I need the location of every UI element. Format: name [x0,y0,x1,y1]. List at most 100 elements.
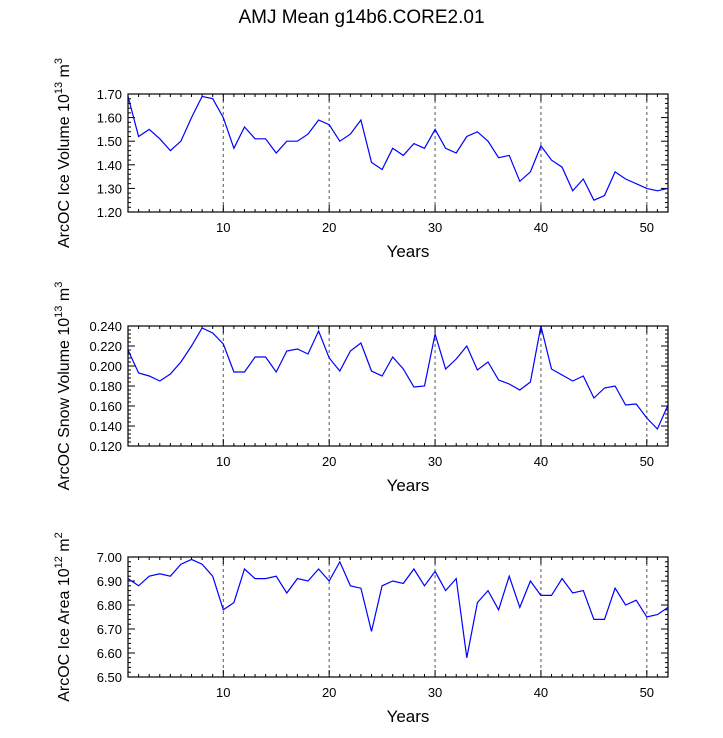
data-point [497,379,500,382]
y-tick-label: 0.240 [89,319,122,334]
data-point [635,599,638,602]
data-point [603,194,606,197]
data-point [296,348,299,351]
data-point [582,375,585,378]
data-point [381,375,384,378]
data-point [582,589,585,592]
x-axis-label: Years [387,476,430,495]
data-point [254,137,257,140]
y-tick-label: 7.00 [97,550,122,565]
y-axis-label-main: ArcOC Ice Area 10 [56,568,73,701]
y-tick-label: 6.60 [97,646,122,661]
data-point [434,333,437,336]
x-tick-label: 40 [534,454,548,469]
data-point [338,370,341,373]
data-point [338,560,341,563]
data-point [455,358,458,361]
data-point [508,383,511,386]
data-point [275,152,278,155]
data-point [137,584,140,587]
y-axis-label-main: ArcOC Snow Volume 10 [56,318,73,491]
data-point [222,343,225,346]
data-point [444,368,447,371]
data-point [412,568,415,571]
data-point [550,594,553,597]
y-tick-label: 6.90 [97,574,122,589]
data-point [338,140,341,143]
data-point [444,589,447,592]
data-point [423,584,426,587]
x-tick-label: 30 [428,220,442,235]
data-point [148,575,151,578]
data-point [211,332,214,335]
data-point [412,142,415,145]
x-tick-label: 50 [640,454,654,469]
data-point [285,592,288,595]
data-point [370,161,373,164]
data-point [645,616,648,619]
data-point [381,168,384,171]
data-point [264,577,267,580]
x-tick-label: 10 [216,685,230,700]
data-point [243,126,246,129]
data-point [349,350,352,353]
data-point [561,166,564,169]
data-point [359,342,362,345]
data-point [370,630,373,633]
x-tick-label: 20 [322,685,336,700]
data-point [423,385,426,388]
data-point [465,656,468,659]
data-point [190,558,193,561]
data-point [614,170,617,173]
data-point [148,375,151,378]
data-point [317,330,320,333]
data-point [412,386,415,389]
chart-panel-3: 10 20 30 40 50 6.50 6.60 6.70 6.80 6.90 7.00 Years A… [53,532,669,726]
data-point [550,159,553,162]
data-point [476,601,479,604]
data-point [645,187,648,190]
data-point [391,356,394,359]
data-point [222,116,225,119]
data-point [349,133,352,136]
data-point [518,606,521,609]
y-axis-label-exponent: 12 [53,556,65,568]
data-point [285,140,288,143]
data-point [497,156,500,159]
data-point [571,189,574,192]
data-point [179,563,182,566]
y-tick-label: 1.60 [97,111,122,126]
data-point [518,389,521,392]
y-axis-label-unit-exponent: 3 [53,282,65,288]
x-tick-label: 10 [216,220,230,235]
data-point [603,387,606,390]
data-point [497,608,500,611]
data-point [307,133,310,136]
data-point [307,580,310,583]
data-point [582,177,585,180]
y-axis-label-exponent: 13 [53,82,65,94]
y-axis-label-unit: m [56,288,73,306]
data-point [359,118,362,121]
data-point [222,608,225,611]
plot-frame [127,325,669,447]
data-point [561,577,564,580]
data-point [285,350,288,353]
data-point [434,128,437,131]
data-point [190,345,193,348]
data-point [624,604,627,607]
data-point [381,584,384,587]
data-point [243,371,246,374]
data-point [624,177,627,180]
data-point [190,116,193,119]
data-point [359,587,362,590]
data-series-line [127,95,669,201]
data-point [518,180,521,183]
data-point [656,613,659,616]
y-tick-label: 1.40 [97,158,122,173]
data-point [592,397,595,400]
data-point [201,95,204,98]
data-point [137,372,140,375]
data-point [614,385,617,388]
